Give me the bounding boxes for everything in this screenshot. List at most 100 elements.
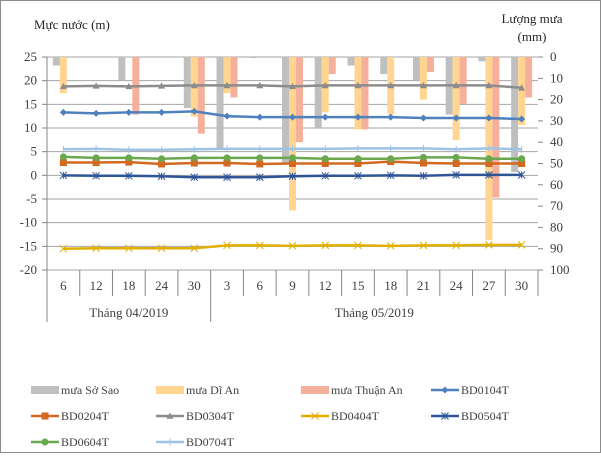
- right-tick-label: 70: [550, 198, 563, 213]
- line-marker: [387, 81, 395, 89]
- line-marker: [157, 172, 166, 181]
- line-marker: [59, 244, 68, 253]
- line-marker: [386, 171, 395, 180]
- line-marker: [452, 81, 460, 89]
- legend-item: mưa Thuận An: [301, 383, 403, 397]
- legend-label: mưa Thuận An: [331, 383, 403, 397]
- legend-swatch: [31, 386, 59, 394]
- line-marker: [190, 244, 199, 253]
- rain-bar: [52, 57, 60, 66]
- line-marker: [223, 81, 231, 89]
- rain-bar: [518, 57, 526, 126]
- left-tick-label: 25: [24, 49, 37, 64]
- right-axis-title-line2: (mm): [518, 29, 547, 44]
- line-marker: [354, 241, 362, 250]
- legend-item: BD0604T: [31, 435, 110, 449]
- group-label: Tháng 05/2019: [335, 305, 414, 320]
- line-marker: [311, 412, 319, 420]
- line-marker: [256, 113, 264, 121]
- line-marker: [125, 82, 133, 90]
- rain-bar: [314, 57, 322, 128]
- line-marker: [41, 412, 49, 420]
- category-label: 9: [289, 278, 296, 293]
- line-marker: [354, 155, 362, 163]
- category-label: 30: [515, 278, 528, 293]
- legend-label: BD0304T: [186, 409, 235, 423]
- line-marker: [518, 84, 526, 91]
- line-marker: [386, 242, 395, 250]
- rain-bar: [296, 57, 303, 143]
- line-marker: [485, 241, 493, 249]
- rain-bar: [511, 57, 519, 173]
- rain-bar: [492, 57, 500, 198]
- line-marker: [158, 160, 166, 168]
- rain-bar: [419, 57, 427, 100]
- line-marker: [452, 160, 460, 167]
- line-marker: [321, 241, 330, 250]
- line-marker: [223, 112, 231, 120]
- line-marker: [92, 159, 100, 167]
- line-marker: [289, 82, 296, 90]
- line-marker: [289, 160, 296, 167]
- line-marker: [59, 159, 67, 167]
- legend: mưa Sở Sao mưa Dĩ An mưa Thuận An BD0104T BD…: [31, 383, 510, 449]
- line-marker: [41, 438, 49, 446]
- rain-bar: [216, 57, 224, 149]
- line-marker: [452, 241, 461, 250]
- legend-item: BD0104T: [431, 383, 510, 397]
- line-marker: [125, 108, 133, 116]
- legend-swatch: [156, 386, 184, 394]
- right-tick-label: 90: [550, 241, 563, 256]
- line-marker: [255, 241, 264, 250]
- line-marker: [157, 244, 166, 253]
- right-tick-label: 40: [550, 134, 563, 149]
- line-marker: [441, 412, 449, 420]
- line-marker: [92, 171, 100, 180]
- line-marker: [256, 160, 264, 168]
- line-marker: [387, 113, 395, 121]
- right-axis-title-line1: Lượng mưa: [501, 11, 562, 26]
- line-marker: [158, 155, 166, 163]
- category-label: 12: [90, 278, 103, 293]
- line-marker: [190, 159, 198, 167]
- legend-item: BD0504T: [431, 409, 510, 423]
- category-label: 18: [122, 278, 135, 293]
- line-marker: [288, 172, 297, 181]
- rain-bar: [347, 57, 355, 66]
- left-tick-label: 0: [31, 167, 38, 182]
- line-marker: [419, 241, 428, 250]
- axes: 2520151050-5-10-15-200102030405060708090…: [20, 49, 570, 322]
- group-label: Tháng 04/2019: [89, 305, 168, 320]
- category-label: 3: [224, 278, 231, 293]
- line-marker: [321, 171, 330, 180]
- right-tick-label: 60: [550, 177, 563, 192]
- legend-item: mưa Dĩ An: [156, 383, 239, 397]
- line-marker: [223, 173, 231, 182]
- rain-bar: [380, 57, 388, 75]
- line-marker: [59, 82, 67, 90]
- rain-bar: [478, 57, 486, 62]
- rain-bar: [282, 57, 289, 164]
- line-marker: [354, 113, 362, 121]
- right-tick-label: 100: [550, 262, 570, 277]
- category-label: 21: [417, 278, 430, 293]
- line-marker: [158, 82, 166, 89]
- line-marker: [256, 154, 264, 162]
- line-marker: [321, 160, 329, 167]
- right-tick-label: 10: [550, 70, 563, 85]
- legend-item: BD0304T: [156, 409, 235, 423]
- line-marker: [518, 115, 526, 123]
- rain-bar: [426, 57, 434, 72]
- left-tick-label: -20: [20, 262, 37, 277]
- right-tick-label: 30: [550, 113, 563, 128]
- line-marker: [223, 241, 231, 250]
- legend-item: mưa Sở Sao: [31, 383, 119, 397]
- left-tick-label: 20: [24, 73, 37, 88]
- line-marker: [419, 114, 427, 122]
- line-marker: [517, 241, 526, 249]
- line-marker: [354, 171, 362, 180]
- rain-bar: [223, 57, 231, 94]
- line-marker: [321, 81, 329, 89]
- legend-label: BD0204T: [61, 409, 110, 423]
